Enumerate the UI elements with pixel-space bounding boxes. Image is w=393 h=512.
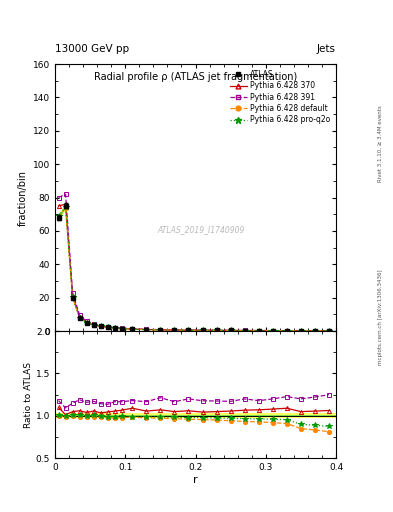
Y-axis label: fraction/bin: fraction/bin (17, 169, 28, 225)
Text: Radial profile ρ (ATLAS jet fragmentation): Radial profile ρ (ATLAS jet fragmentatio… (94, 72, 297, 82)
Text: ATLAS_2019_I1740909: ATLAS_2019_I1740909 (158, 225, 245, 234)
X-axis label: r: r (193, 475, 198, 485)
Text: 13000 GeV pp: 13000 GeV pp (55, 44, 129, 54)
Text: Rivet 3.1.10, ≥ 3.4M events: Rivet 3.1.10, ≥ 3.4M events (378, 105, 383, 182)
Text: mcplots.cern.ch [arXiv:1306.3436]: mcplots.cern.ch [arXiv:1306.3436] (378, 270, 383, 365)
Text: Jets: Jets (317, 44, 336, 54)
Legend: ATLAS, Pythia 6.428 370, Pythia 6.428 391, Pythia 6.428 default, Pythia 6.428 pr: ATLAS, Pythia 6.428 370, Pythia 6.428 39… (228, 68, 332, 126)
Y-axis label: Ratio to ATLAS: Ratio to ATLAS (24, 361, 33, 428)
